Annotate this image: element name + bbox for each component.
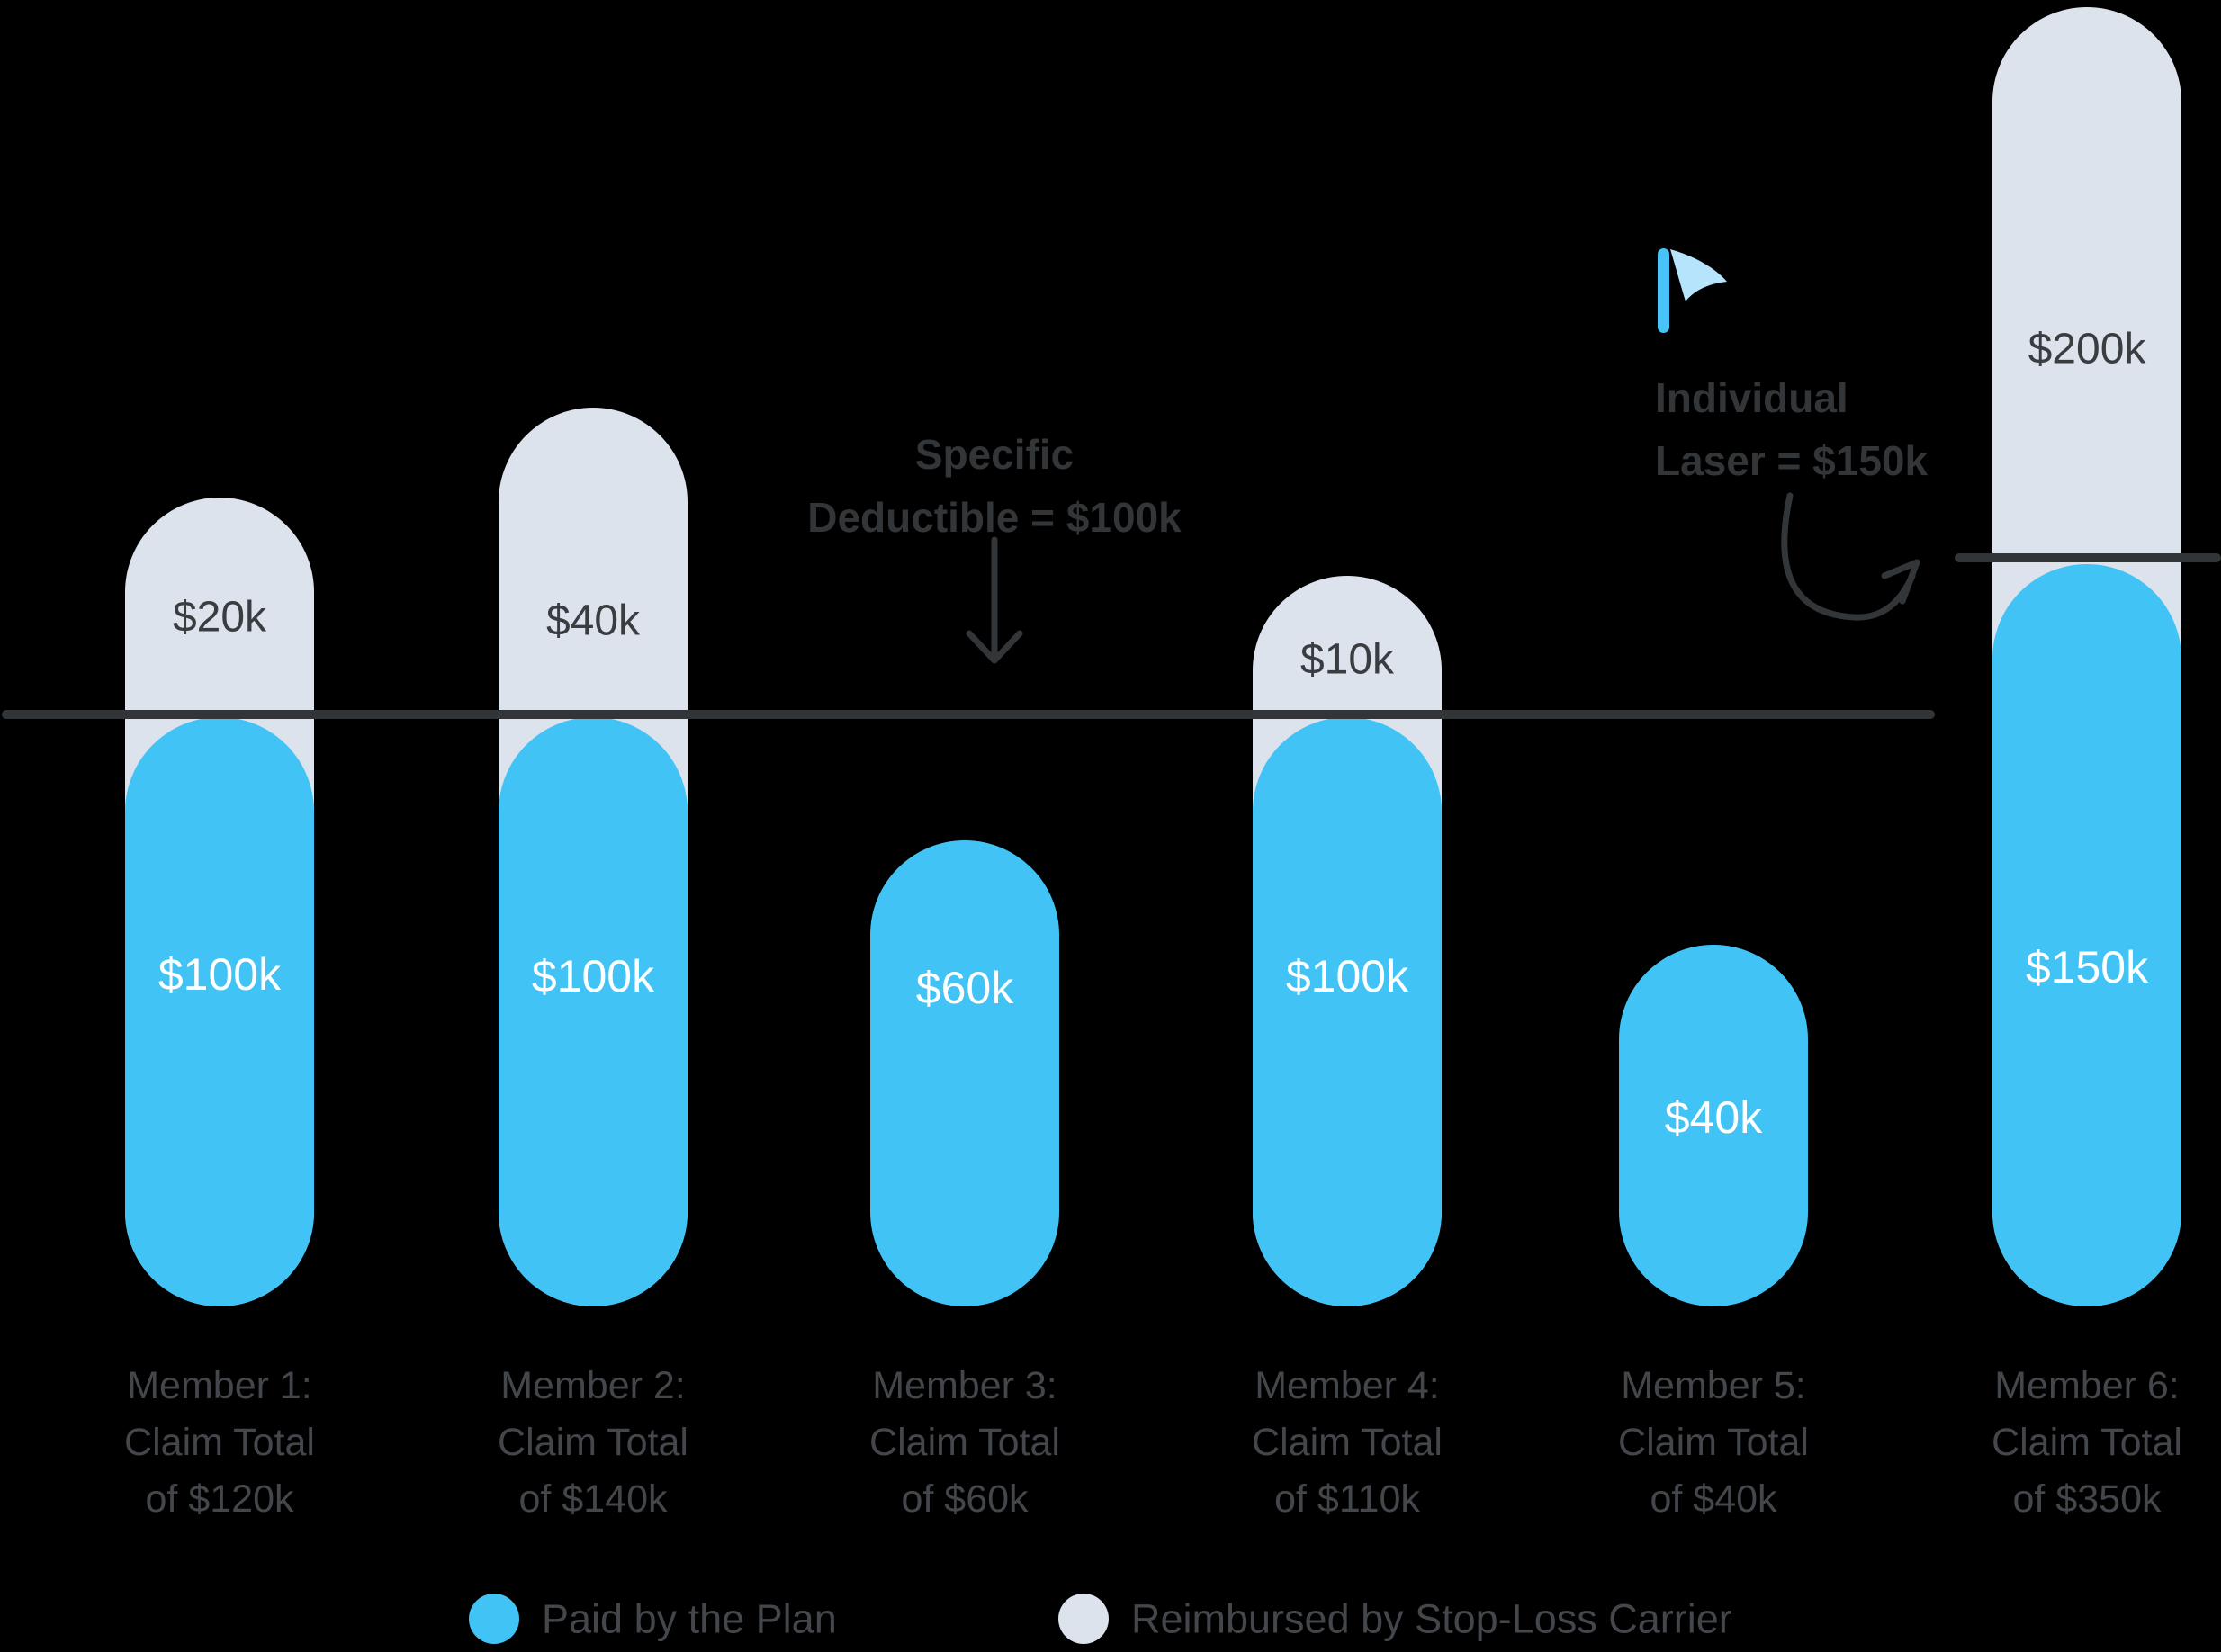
flag-icon — [1658, 248, 1727, 333]
member5-caption-line3: of $40k — [1650, 1477, 1777, 1521]
member5-caption-line1: Member 5: — [1621, 1364, 1806, 1407]
member6-caption-line2: Claim Total — [1992, 1421, 2182, 1464]
member3-paid-value: $60k — [916, 963, 1014, 1013]
member2-caption-line3: of $140k — [519, 1477, 668, 1521]
member5-caption: Member 5: Claim Total of $40k — [1618, 1364, 1809, 1521]
member2-caption-line2: Claim Total — [498, 1421, 688, 1464]
member1-caption-line1: Member 1: — [127, 1364, 312, 1407]
member4-paid-bar — [1253, 717, 1442, 1306]
member4-caption-line3: of $110k — [1274, 1477, 1420, 1521]
member4-reimbursed-value: $10k — [1300, 636, 1395, 684]
individual-laser-label-line2: Laser = $150k — [1655, 437, 1929, 484]
member4-caption: Member 4: Claim Total of $110k — [1252, 1364, 1443, 1521]
legend-reimbursed-dot — [1058, 1594, 1109, 1644]
specific-deductible-line — [2, 710, 1935, 719]
specific-deductible-label-line2: Deductible = $100k — [807, 494, 1182, 541]
member6-caption-line3: of $350k — [2013, 1477, 2162, 1521]
member2-paid-value: $100k — [532, 951, 655, 1001]
member5-paid-value: $40k — [1665, 1092, 1763, 1143]
legend: Paid by the Plan Reimbursed by Stop-Loss… — [469, 1594, 1732, 1644]
member3-caption-line3: of $60k — [901, 1477, 1029, 1521]
member6-reimbursed-value: $200k — [2028, 326, 2147, 373]
member2-paid-bar — [499, 717, 688, 1306]
member4-paid-value: $100k — [1286, 951, 1409, 1001]
flag-cloth — [1670, 249, 1727, 301]
member2-reimbursed-value: $40k — [546, 597, 641, 645]
member6-paid-bar — [1992, 564, 2181, 1306]
curved-arrow-icon — [1781, 492, 1920, 621]
legend-reimbursed-label: Reimbursed by Stop-Loss Carrier — [1131, 1596, 1732, 1642]
specific-deductible-label-line1: Specific — [915, 431, 1074, 478]
member6-caption-line1: Member 6: — [1994, 1364, 2180, 1407]
member4-caption-line1: Member 4: — [1254, 1364, 1440, 1407]
individual-laser-line — [1955, 553, 2221, 562]
member3-paid-bar — [870, 840, 1059, 1306]
member3-caption-line2: Claim Total — [869, 1421, 1060, 1464]
member5-paid-bar — [1619, 945, 1808, 1306]
member5-caption-line2: Claim Total — [1618, 1421, 1809, 1464]
member6-paid-value: $150k — [2026, 942, 2149, 992]
individual-laser-label-line1: Individual — [1655, 374, 1848, 421]
flag-pole — [1658, 248, 1669, 333]
member3-caption: Member 3: Claim Total of $60k — [869, 1364, 1060, 1521]
member1-reimbursed-value: $20k — [173, 594, 267, 642]
member4-caption-line2: Claim Total — [1252, 1421, 1443, 1464]
member2-caption-line1: Member 2: — [500, 1364, 686, 1407]
legend-paid-label: Paid by the Plan — [542, 1596, 837, 1642]
member1-paid-value: $100k — [158, 949, 282, 1000]
member1-caption-line2: Claim Total — [124, 1421, 315, 1464]
member2-caption: Member 2: Claim Total of $140k — [498, 1364, 688, 1521]
member6-caption: Member 6: Claim Total of $350k — [1992, 1364, 2182, 1521]
down-arrow-icon — [966, 536, 1023, 664]
member1-caption: Member 1: Claim Total of $120k — [124, 1364, 315, 1521]
member1-paid-bar — [125, 717, 314, 1306]
legend-paid-dot — [469, 1594, 519, 1644]
member1-caption-line3: of $120k — [146, 1477, 294, 1521]
member3-caption-line1: Member 3: — [872, 1364, 1057, 1407]
